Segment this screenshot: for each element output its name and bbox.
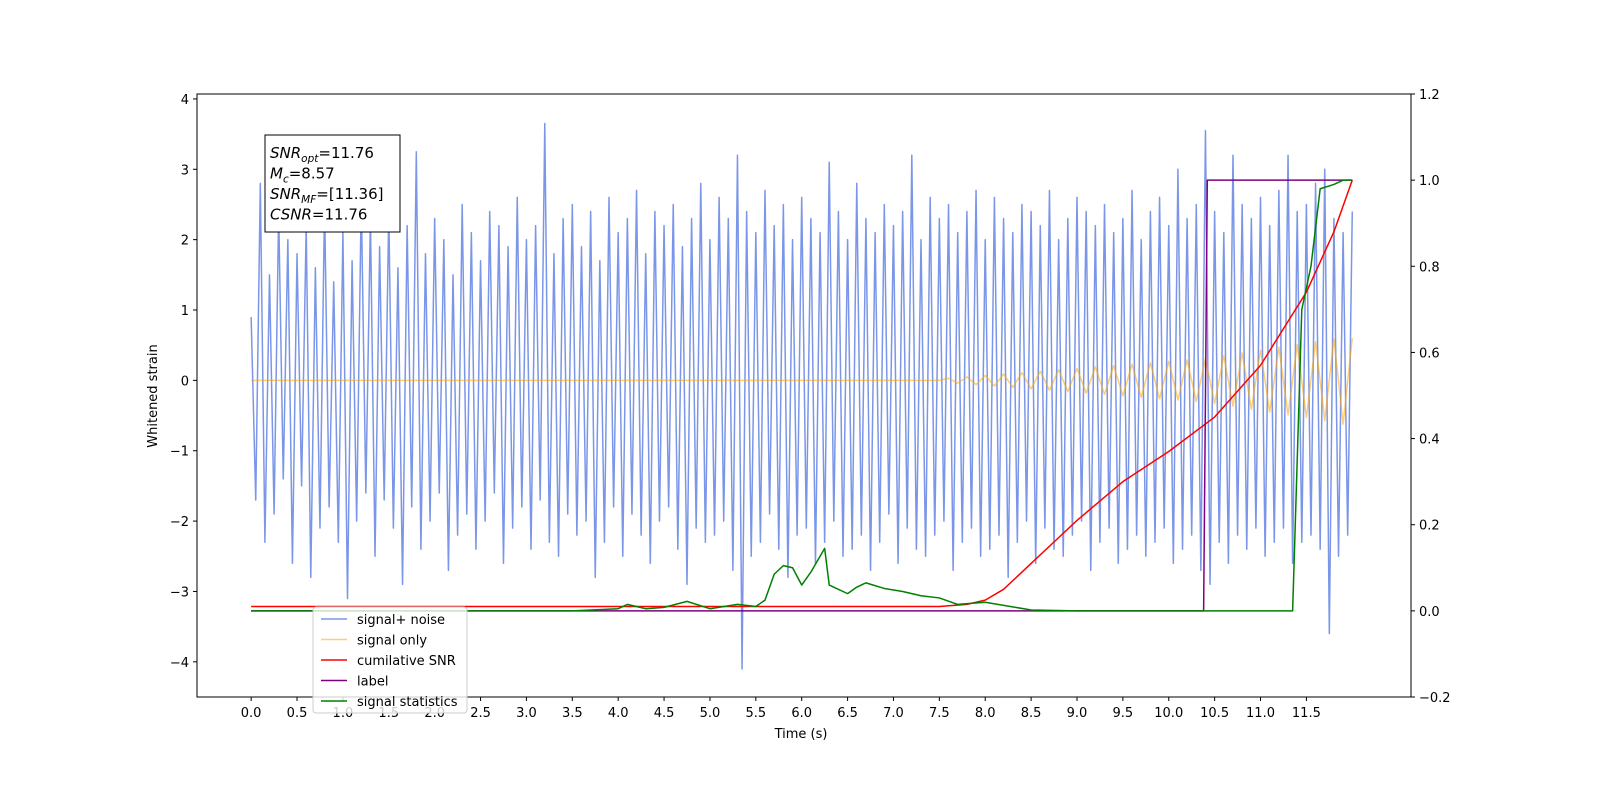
annotation-line: CSNR=11.76 (270, 206, 367, 224)
annotation-line: SNRMF=[11.36] (270, 185, 384, 206)
y2-tick-label: 0.0 (1419, 605, 1440, 620)
annotation-sub: MF (301, 194, 317, 206)
annotation-name: SNR (270, 185, 301, 203)
x-tick-label: 9.5 (1113, 706, 1134, 721)
y-tick-label: −3 (170, 585, 189, 600)
x-tick-label: 10.5 (1200, 706, 1229, 721)
annotation-line: SNRopt=11.76 (270, 144, 374, 165)
y-tick-label: 2 (181, 234, 189, 249)
annotation-value: =11.76 (312, 206, 368, 224)
x-tick-label: 6.5 (837, 706, 858, 721)
y-axis-label: Whitened strain (146, 344, 161, 447)
legend-label: signal only (357, 634, 427, 649)
annotation-value: =8.57 (289, 165, 335, 183)
x-tick-label: 11.5 (1292, 706, 1321, 721)
y-tick-label: −1 (170, 445, 189, 460)
x-tick-label: 10.0 (1154, 706, 1183, 721)
x-tick-label: 4.5 (654, 706, 675, 721)
legend-label: cumilative SNR (357, 654, 456, 669)
x-tick-label: 0.5 (287, 706, 308, 721)
y-tick-label: 3 (181, 163, 189, 178)
legend-label: signal+ noise (357, 613, 445, 628)
series-line (251, 179, 1353, 612)
x-tick-label: 5.0 (700, 706, 721, 721)
x-tick-label: 0.0 (241, 706, 262, 721)
y-tick-label: 0 (181, 374, 189, 389)
y-tick-label: 1 (181, 304, 189, 319)
x-tick-label: 5.5 (745, 706, 766, 721)
legend-label: signal statistics (357, 695, 458, 710)
x-tick-label: 3.0 (516, 706, 537, 721)
x-tick-label: 2.5 (470, 706, 491, 721)
annotation-value: =11.76 (318, 144, 374, 162)
x-tick-label: 6.0 (791, 706, 812, 721)
annotation-sub: opt (301, 153, 319, 165)
y-tick-label: −2 (170, 515, 189, 530)
annotation-name: M (270, 165, 283, 183)
annotation-name: CSNR (270, 206, 312, 224)
x-tick-label: 8.5 (1021, 706, 1042, 721)
legend-label: label (357, 675, 388, 690)
annotation-name: SNR (270, 144, 301, 162)
annotation-line: Mc=8.57 (270, 165, 335, 186)
x-tick-label: 8.0 (975, 706, 996, 721)
x-tick-label: 9.0 (1067, 706, 1088, 721)
series-line (250, 122, 1354, 670)
y2-tick-label: 0.4 (1419, 433, 1440, 448)
y2-tick-label: 1.2 (1419, 88, 1440, 103)
y2-tick-label: 0.6 (1419, 346, 1440, 361)
x-tick-label: 4.0 (608, 706, 629, 721)
x-tick-label: 7.5 (929, 706, 950, 721)
y2-tick-label: 1.0 (1419, 174, 1440, 189)
series-line (251, 338, 1354, 425)
annotation-sub: c (283, 174, 289, 186)
y2-tick-label: 0.8 (1419, 260, 1440, 275)
x-tick-label: 3.5 (562, 706, 583, 721)
plot-frame (196, 93, 1412, 698)
x-axis-label: Time (s) (774, 727, 828, 742)
series-line (251, 179, 1353, 612)
y-tick-label: 4 (181, 93, 189, 108)
annotation-box (264, 134, 401, 233)
y-tick-label: −4 (170, 656, 189, 671)
legend-box (312, 606, 468, 714)
x-tick-label: 7.0 (883, 706, 904, 721)
annotation-value: =[11.36] (316, 185, 383, 203)
x-tick-label: 11.0 (1246, 706, 1275, 721)
y2-tick-label: −0.2 (1419, 691, 1451, 706)
y2-tick-label: 0.2 (1419, 519, 1440, 534)
